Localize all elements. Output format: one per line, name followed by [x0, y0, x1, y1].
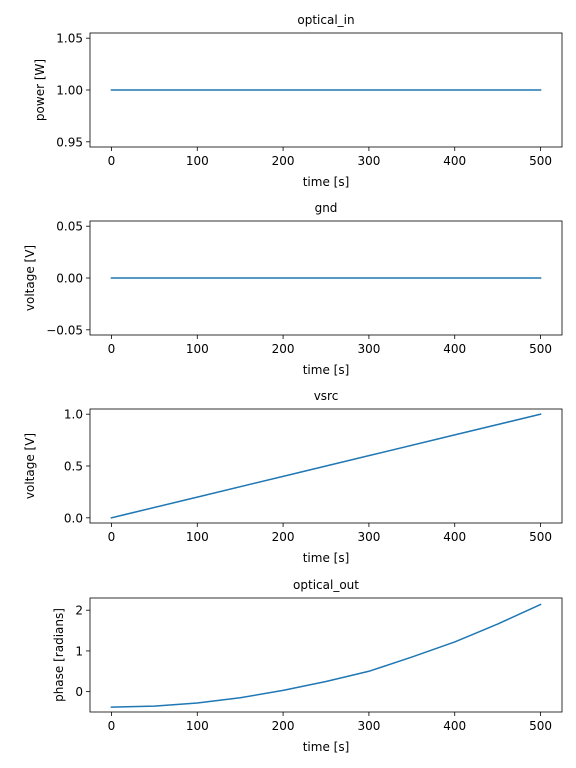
- y-axis-label: voltage [V]: [23, 245, 37, 311]
- x-tick-label: 0: [108, 530, 116, 544]
- x-tick-label: 500: [529, 719, 552, 733]
- x-tick-label: 200: [272, 154, 295, 168]
- x-tick-label: 400: [443, 530, 466, 544]
- x-tick-label: 300: [357, 719, 380, 733]
- chart-title: gnd: [315, 201, 338, 215]
- x-axis-label: time [s]: [303, 363, 350, 377]
- subplot-optical-in: optical_in time [s] power [W] 0 100 200 300…: [33, 13, 563, 189]
- x-tick-label: 400: [443, 719, 466, 733]
- x-tick-label: 500: [529, 154, 552, 168]
- x-tick-label: 100: [186, 154, 209, 168]
- x-tick-label: 0: [108, 342, 116, 356]
- y-tick-label: 2: [75, 604, 83, 618]
- series-line: [110, 413, 542, 519]
- y-axis-label: power [W]: [33, 59, 47, 121]
- y-tick-label: −0.05: [46, 323, 83, 337]
- x-tick-label: 100: [186, 530, 209, 544]
- x-tick-label: 0: [108, 719, 116, 733]
- x-tick-label: 500: [529, 342, 552, 356]
- x-tick-label: 100: [186, 342, 209, 356]
- y-tick-label: 0.00: [56, 272, 83, 286]
- x-tick-label: 200: [272, 719, 295, 733]
- y-tick-label: 0.0: [64, 511, 83, 525]
- y-axis-label: phase [radians]: [52, 608, 66, 702]
- y-tick-label: 1: [75, 644, 83, 658]
- y-axis-label: voltage [V]: [23, 433, 37, 499]
- subplot-gnd: gnd time [s] voltage [V] 0 100 200 300 400 50…: [23, 201, 563, 377]
- x-tick-label: 300: [357, 154, 380, 168]
- x-tick-label: 400: [443, 342, 466, 356]
- y-tick-label: 0.5: [64, 460, 83, 474]
- y-tick-label: 1.05: [56, 32, 83, 46]
- y-tick-label: 0.05: [56, 220, 83, 234]
- x-axis-label: time [s]: [303, 740, 350, 754]
- x-tick-label: 300: [357, 342, 380, 356]
- series-line: [110, 603, 542, 708]
- x-tick-label: 0: [108, 154, 116, 168]
- x-tick-label: 300: [357, 530, 380, 544]
- chart-title: optical_in: [297, 13, 354, 27]
- x-tick-label: 100: [186, 719, 209, 733]
- y-tick-label: 1.00: [56, 84, 83, 98]
- y-tick-label: 0: [75, 685, 83, 699]
- x-tick-label: 200: [272, 530, 295, 544]
- plot-frame: [89, 597, 563, 713]
- x-tick-label: 200: [272, 342, 295, 356]
- x-axis-label: time [s]: [303, 551, 350, 565]
- chart-title: vsrc: [314, 389, 339, 403]
- chart-title: optical_out: [293, 578, 359, 592]
- x-tick-label: 400: [443, 154, 466, 168]
- subplot-vsrc: vsrc time [s] voltage [V] 0 100 200 300 400 5…: [23, 389, 563, 565]
- x-tick-label: 500: [529, 530, 552, 544]
- x-axis-label: time [s]: [303, 175, 350, 189]
- y-tick-label: 0.95: [56, 135, 83, 149]
- y-tick-label: 1.0: [64, 408, 83, 422]
- subplot-optical-out: optical_out time [s] phase [radians] 0 10…: [52, 578, 563, 754]
